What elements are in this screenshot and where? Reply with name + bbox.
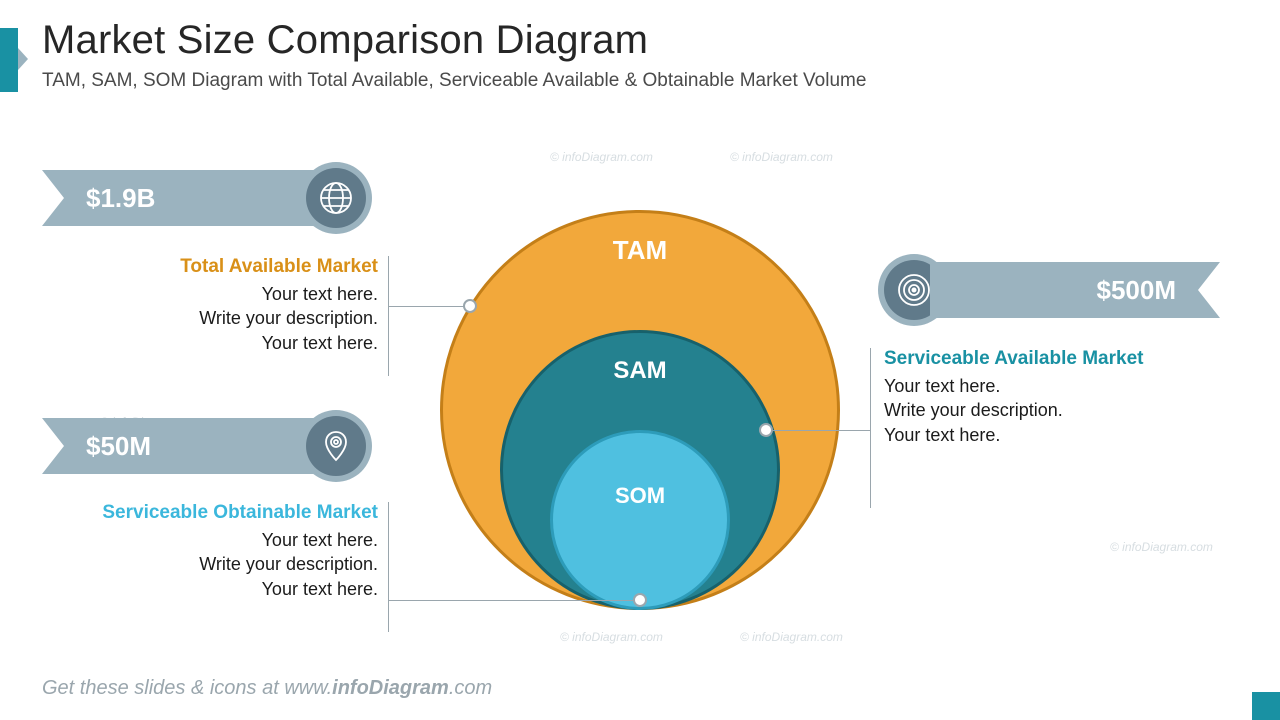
som-title: Serviceable Obtainable Market <box>54 502 378 524</box>
watermark: © infoDiagram.com <box>560 630 663 644</box>
som-circle: SOM <box>550 430 730 610</box>
tam-value-ribbon: $1.9B <box>42 170 322 226</box>
som-leader-dot <box>633 593 647 607</box>
som-icon-disc <box>300 410 372 482</box>
sam-circle-label: SAM <box>503 333 777 385</box>
sam-leader <box>766 430 870 431</box>
left-accent-bar <box>0 28 18 92</box>
som-circle-label: SOM <box>553 433 727 509</box>
sam-leader-dot <box>759 423 773 437</box>
page-subtitle: TAM, SAM, SOM Diagram with Total Availab… <box>42 70 866 92</box>
tam-icon-disc <box>300 162 372 234</box>
footer-text: Get these slides & icons at www.infoDiag… <box>42 677 492 700</box>
tam-title: Total Available Market <box>100 256 378 278</box>
tam-circle-label: TAM <box>443 213 837 266</box>
tam-leader-dot <box>463 299 477 313</box>
watermark: © infoDiagram.com <box>730 150 833 164</box>
tam-text-block: Total Available Market Your text here. W… <box>100 256 378 355</box>
som-leader <box>388 600 640 601</box>
tam-leader <box>388 306 470 307</box>
som-value: $50M <box>86 431 151 462</box>
bottom-right-accent <box>1252 692 1280 720</box>
sam-value: $500M <box>1097 275 1177 306</box>
watermark: © infoDiagram.com <box>550 150 653 164</box>
sam-text-block: Serviceable Available Market Your text h… <box>884 348 1224 447</box>
target-icon <box>894 270 934 310</box>
watermark: © infoDiagram.com <box>1110 540 1213 554</box>
sam-title: Serviceable Available Market <box>884 348 1224 370</box>
page-title: Market Size Comparison Diagram <box>42 18 648 63</box>
sam-value-ribbon: $500M <box>930 262 1220 318</box>
globe-icon <box>316 178 356 218</box>
slide: Market Size Comparison Diagram TAM, SAM,… <box>0 0 1280 720</box>
som-text-block: Serviceable Obtainable Market Your text … <box>54 502 378 601</box>
som-value-ribbon: $50M <box>42 418 322 474</box>
tam-rule <box>388 256 389 376</box>
som-body: Your text here. Write your description. … <box>54 528 378 601</box>
watermark: © infoDiagram.com <box>740 630 843 644</box>
sam-rule <box>870 348 871 508</box>
som-rule <box>388 502 389 632</box>
left-accent-notch <box>18 48 28 70</box>
pin-icon <box>316 426 356 466</box>
tam-body: Your text here. Write your description. … <box>100 282 378 355</box>
sam-body: Your text here. Write your description. … <box>884 374 1224 447</box>
tam-value: $1.9B <box>86 183 155 214</box>
